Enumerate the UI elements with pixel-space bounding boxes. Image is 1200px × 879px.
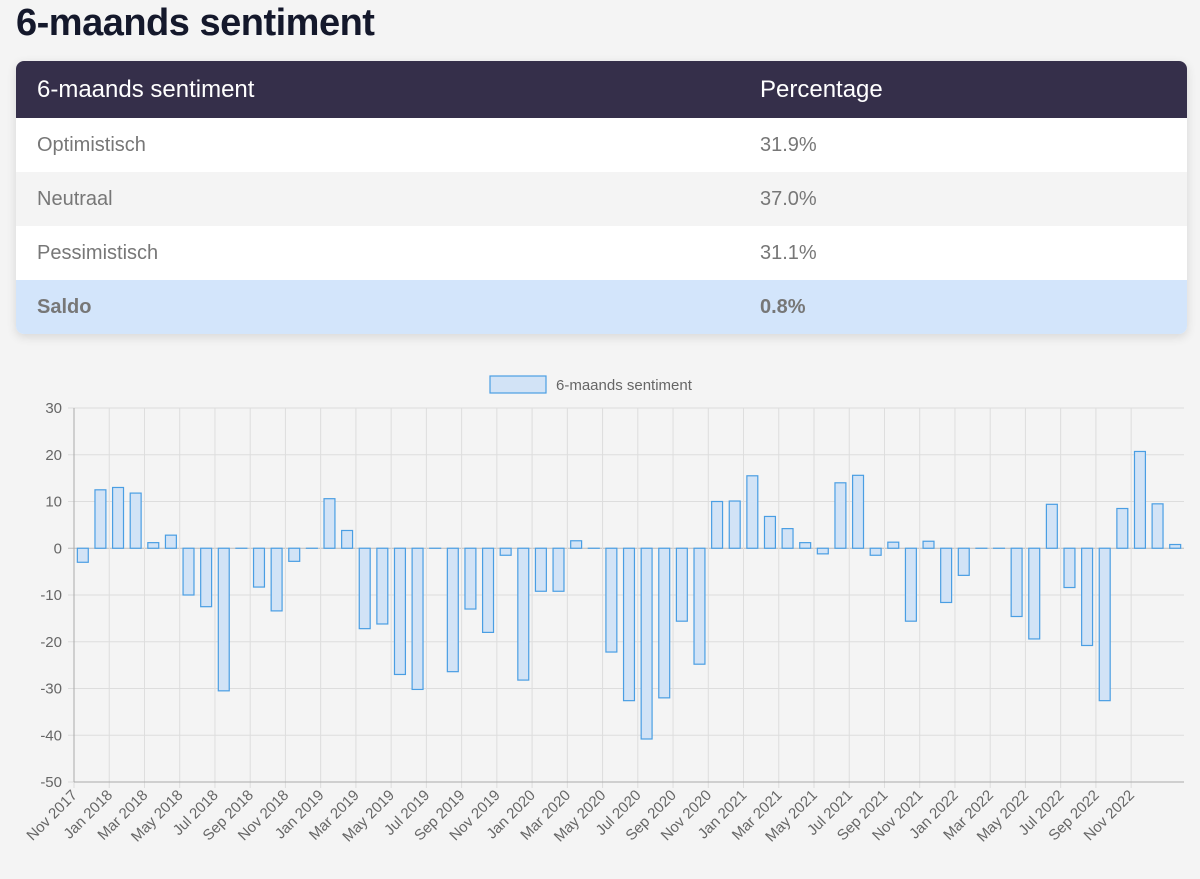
bar: [341, 529, 354, 549]
table-row-saldo: Saldo 0.8%: [16, 280, 1187, 334]
bar: [1063, 547, 1076, 589]
bar: [869, 547, 882, 556]
bar: [464, 547, 477, 610]
bar: [957, 547, 970, 576]
table-row: Pessimistisch 31.1%: [16, 226, 1187, 280]
bar: [552, 547, 565, 592]
bar: [1028, 547, 1041, 640]
y-tick-label: 20: [45, 447, 62, 464]
bar: [393, 547, 407, 676]
bar: [887, 541, 900, 549]
bar: [288, 547, 301, 562]
row-value-neutraal: 37.0%: [760, 172, 1187, 226]
bar: [252, 547, 266, 588]
bar: [658, 547, 671, 699]
bar: [1045, 503, 1058, 549]
bar: [446, 547, 459, 673]
y-tick-label: -50: [40, 774, 62, 791]
bar: [129, 492, 142, 549]
bar: [851, 474, 865, 549]
y-tick-label: -40: [40, 727, 62, 744]
bar: [499, 547, 512, 556]
legend-label: 6-maands sentiment: [556, 377, 693, 394]
bar: [711, 500, 724, 549]
bar: [76, 547, 89, 563]
row-value-pessimistisch: 31.1%: [760, 226, 1187, 280]
bar: [746, 475, 759, 549]
row-label-neutraal: Neutraal: [16, 172, 760, 226]
bar: [605, 547, 618, 653]
bar: [816, 547, 829, 555]
bar: [358, 547, 371, 630]
bar: [570, 540, 583, 549]
bar: [517, 547, 530, 681]
row-label-saldo: Saldo: [16, 280, 760, 334]
sentiment-chart: 30 20 10 0 -10 -20 -30 -40 -50 Nov 2017 Jan 2018 Ma…: [0, 360, 1200, 879]
bar: [675, 547, 688, 622]
column-header-sentiment: 6-maands sentiment: [16, 61, 760, 118]
y-tick-label: -20: [40, 634, 62, 651]
bar: [834, 482, 847, 549]
bar: [534, 547, 547, 592]
bar: [781, 528, 794, 549]
row-label-optimistisch: Optimistisch: [16, 118, 760, 172]
y-tick-label: -10: [40, 587, 62, 604]
bar: [922, 540, 935, 549]
bar: [940, 547, 953, 604]
bar: [270, 547, 283, 612]
bar: [1151, 503, 1164, 549]
row-label-pessimistisch: Pessimistisch: [16, 226, 760, 280]
bar: [94, 489, 107, 549]
bar: [147, 542, 160, 549]
bar: [481, 547, 495, 634]
bar: [111, 486, 125, 549]
table-header-row: 6-maands sentiment Percentage: [16, 61, 1187, 118]
sentiment-table-card: 6-maands sentiment Percentage Optimistis…: [16, 61, 1187, 334]
legend-swatch: [489, 375, 547, 394]
bar: [799, 542, 812, 549]
bar: [1133, 450, 1147, 549]
row-value-optimistisch: 31.9%: [760, 118, 1187, 172]
bar: [411, 547, 424, 691]
bar: [182, 547, 195, 596]
bar: [217, 547, 230, 692]
sentiment-table: 6-maands sentiment Percentage Optimistis…: [16, 61, 1187, 334]
bar: [763, 515, 777, 549]
bar: [1098, 547, 1111, 702]
bar: [376, 547, 389, 625]
bar: [1010, 547, 1023, 618]
bar: [164, 534, 177, 549]
y-tick-label: 0: [54, 540, 62, 557]
table-row: Neutraal 37.0%: [16, 172, 1187, 226]
bar: [1081, 547, 1094, 647]
bar: [693, 547, 706, 665]
y-tick-label: 30: [45, 400, 62, 417]
bar: [728, 500, 741, 549]
column-header-percentage: Percentage: [760, 61, 1187, 118]
bar: [640, 547, 653, 740]
bar: [1116, 507, 1129, 549]
bar: [323, 498, 336, 549]
bar: [1169, 543, 1182, 549]
bar: [904, 547, 917, 622]
row-value-saldo: 0.8%: [760, 280, 1187, 334]
y-tick-label: 10: [45, 494, 62, 511]
page-title: 6-maands sentiment: [16, 2, 375, 44]
y-tick-label: -30: [40, 681, 62, 698]
table-row: Optimistisch 31.9%: [16, 118, 1187, 172]
bar: [622, 547, 636, 702]
bar: [200, 547, 213, 608]
